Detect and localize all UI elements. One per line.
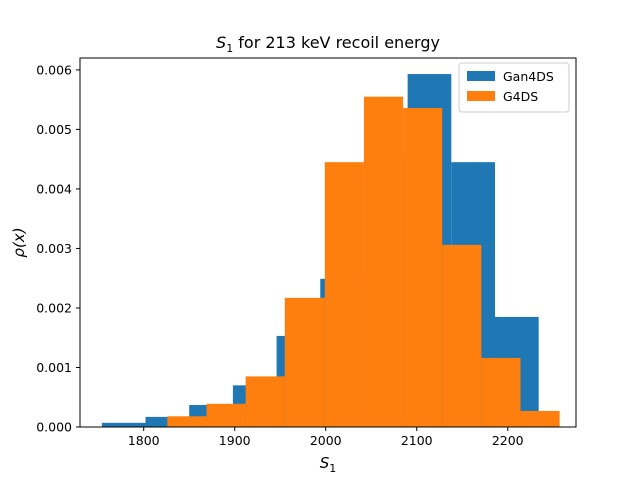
- bar-g4ds-4: [324, 162, 364, 427]
- plot-frame: [79, 57, 577, 428]
- y-tick-label: 0.002: [36, 300, 72, 315]
- y-tick-label: 0.005: [36, 122, 72, 137]
- x-axis-label: S1: [320, 454, 337, 475]
- bar-g4ds-0: [167, 416, 207, 427]
- legend-swatch-gan4ds: [467, 71, 495, 81]
- x-tick-label: 2200: [492, 433, 524, 448]
- y-tick-label: 0.006: [36, 62, 72, 77]
- bar-g4ds-9: [520, 410, 560, 427]
- legend: Gan4DS G4DS: [458, 62, 570, 113]
- title-rest: for 213 keV recoil energy: [233, 33, 440, 52]
- y-tick-label: 0.000: [36, 420, 72, 435]
- bar-g4ds-8: [481, 357, 521, 427]
- y-tick-label: 0.004: [36, 181, 72, 196]
- x-tick-label: 2000: [310, 433, 342, 448]
- chart-title: S1 for 213 keV recoil energy: [216, 33, 440, 55]
- y-axis-label: ρ(x): [10, 227, 28, 257]
- x-tick-label: 2100: [401, 433, 433, 448]
- x-tick-label: 1900: [219, 433, 251, 448]
- bar-g4ds-1: [206, 403, 246, 427]
- xlabel-subscript: 1: [329, 462, 336, 475]
- ticks-layer: 1800 1900 2000 2100 2200 0.000 0.001 0.002 0.003…: [36, 62, 523, 448]
- y-tick-label: 0.001: [36, 360, 72, 375]
- bar-g4ds-6: [403, 107, 443, 428]
- title-math: S: [216, 33, 226, 52]
- bar-gan4ds-0: [101, 422, 146, 427]
- title-subscript: 1: [226, 42, 233, 55]
- bars-layer: [101, 74, 560, 428]
- bar-g4ds-2: [245, 376, 285, 427]
- bar-g4ds-5: [363, 96, 404, 427]
- x-tick-label: 1800: [128, 433, 160, 448]
- legend-label-gan4ds: Gan4DS: [503, 69, 554, 84]
- legend-label-g4ds: G4DS: [503, 89, 538, 104]
- legend-swatch-g4ds: [467, 91, 495, 101]
- bar-g4ds-7: [442, 244, 482, 427]
- xlabel-math: S: [320, 454, 330, 472]
- bar-g4ds-3: [284, 297, 325, 427]
- y-tick-label: 0.003: [36, 241, 72, 256]
